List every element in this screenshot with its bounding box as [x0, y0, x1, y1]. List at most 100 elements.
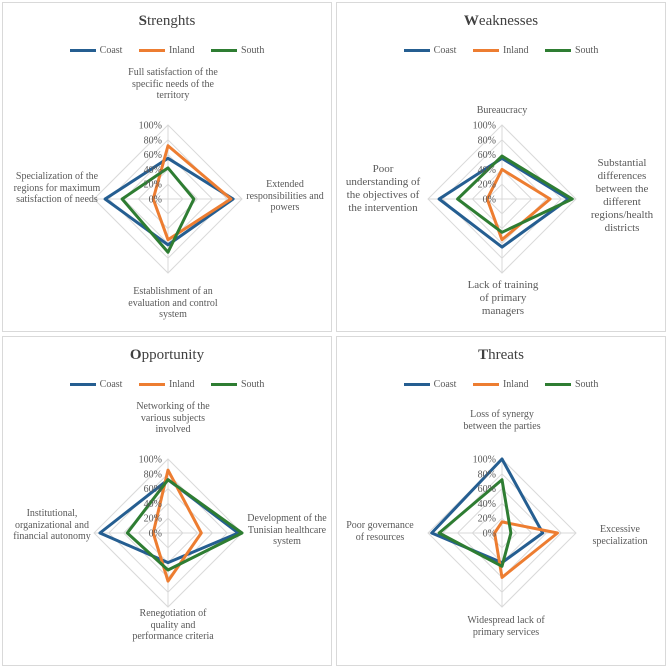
- legend-label: South: [240, 45, 265, 56]
- axis-label-top: Loss of synergy between the parties: [463, 409, 541, 432]
- tick-label: 40%: [478, 165, 496, 176]
- series-line-south: [437, 478, 513, 568]
- legend-item-inland: Inland: [472, 379, 529, 390]
- tick-label: 40%: [144, 499, 162, 510]
- legend-item-inland: Inland: [472, 45, 529, 56]
- series-line-south: [125, 478, 244, 572]
- series-line-south: [456, 154, 574, 234]
- legend-swatch-south: [210, 383, 237, 387]
- legend-swatch-inland: [472, 383, 499, 387]
- tick-label: 60%: [144, 484, 162, 495]
- axis-label-left: Specialization of the regions for maximu…: [13, 171, 101, 205]
- tick-label: 100%: [473, 455, 496, 466]
- tick-label: 100%: [139, 121, 162, 132]
- legend-swatch-coast: [69, 49, 96, 53]
- legend-label: Inland: [502, 379, 529, 390]
- tick-label: 20%: [144, 180, 162, 191]
- axis-label-top: Networking of the various subjects invol…: [136, 401, 210, 435]
- tick-label: 0%: [483, 195, 496, 206]
- legend-item-south: South: [544, 45, 599, 56]
- axis-label-right: Development of the Tunisian healthcare s…: [247, 513, 327, 547]
- tick-label: 20%: [144, 514, 162, 525]
- legend-label: Coast: [433, 379, 457, 390]
- legend-item-inland: Inland: [138, 379, 195, 390]
- chart-panel-weaknesses: 0% 20% 40% 60% 80% 100% Weaknesses Coast Inla…: [336, 2, 666, 332]
- tick-label: 60%: [478, 150, 496, 161]
- axis-label-right: Excessive specialization: [592, 524, 648, 547]
- axis-label-top: Bureaucracy: [476, 105, 528, 116]
- chart-panel-threats: 0% 20% 40% 60% 80% 100% Threats Coast Inland …: [336, 336, 666, 666]
- tick-label: 80%: [144, 135, 162, 146]
- tick-label: 60%: [144, 150, 162, 161]
- series-line-inland: [151, 144, 233, 242]
- series-line-south: [120, 166, 196, 254]
- series-line-coast: [103, 156, 235, 247]
- axis-label-bottom: Lack of training of primary managers: [467, 279, 539, 317]
- axis-label-right: Substantial differences between the diff…: [590, 157, 654, 234]
- legend-label: Inland: [168, 45, 195, 56]
- chart-title: Strenghts: [3, 13, 331, 30]
- radar-chart-weaknesses: 0% 20% 40% 60% 80% 100%: [427, 121, 577, 274]
- legend-swatch-inland: [138, 49, 165, 53]
- legend: Coast Inland South: [337, 379, 665, 390]
- legend-label: Coast: [99, 379, 123, 390]
- axis-label-left: Poor understanding of the objectives of …: [345, 163, 421, 214]
- legend-label: Inland: [168, 379, 195, 390]
- title-initial: O: [129, 347, 142, 363]
- legend-swatch-south: [544, 49, 571, 53]
- legend: Coast Inland South: [337, 45, 665, 56]
- legend: Coast Inland South: [3, 45, 331, 56]
- tick-label: 60%: [478, 484, 496, 495]
- title-rest: eaknesses: [478, 13, 539, 29]
- series-line-inland: [151, 468, 203, 583]
- legend-item-coast: Coast: [69, 45, 123, 56]
- tick-label: 40%: [144, 165, 162, 176]
- chart-title: Opportunity: [3, 347, 331, 364]
- axis-label-left: Poor governance of resources: [346, 520, 414, 543]
- chart-title: Threats: [337, 347, 665, 364]
- tick-label: 80%: [144, 469, 162, 480]
- radar-chart-opportunity: 0% 20% 40% 60% 80% 100%: [93, 455, 244, 608]
- series-line-inland: [493, 520, 559, 579]
- axis-label-bottom: Widespread lack of primary services: [467, 615, 545, 638]
- legend-item-south: South: [210, 45, 265, 56]
- axis-label-bottom: Renegotiation of quality and performance…: [132, 608, 214, 642]
- radar-chart-strengths: 0% 20% 40% 60% 80% 100%: [93, 121, 243, 274]
- legend-swatch-south: [544, 383, 571, 387]
- legend-label: Coast: [99, 45, 123, 56]
- legend-swatch-coast: [69, 383, 96, 387]
- tick-label: 80%: [478, 469, 496, 480]
- chart-title: Weaknesses: [337, 13, 665, 30]
- legend-label: Inland: [502, 45, 529, 56]
- series-line-inland: [485, 167, 552, 242]
- tick-label: 100%: [473, 121, 496, 132]
- series-line-coast: [437, 156, 571, 249]
- tick-label: 80%: [478, 135, 496, 146]
- legend-item-inland: Inland: [138, 45, 195, 56]
- legend-swatch-coast: [403, 383, 430, 387]
- legend-item-coast: Coast: [403, 45, 457, 56]
- tick-label: 0%: [149, 529, 162, 540]
- tick-label: 20%: [478, 180, 496, 191]
- title-rest: trenghts: [147, 13, 196, 29]
- legend-label: South: [574, 379, 599, 390]
- title-rest: hreats: [488, 347, 524, 363]
- radar-chart-threats: 0% 20% 40% 60% 80% 100%: [427, 455, 577, 608]
- legend-label: Coast: [433, 45, 457, 56]
- axis-label-top: Full satisfaction of the specific needs …: [128, 67, 218, 101]
- chart-panel-strengths: 0% 20% 40% 60% 80% 100% Strenghts Coast Inlan…: [2, 2, 332, 332]
- legend-swatch-south: [210, 49, 237, 53]
- axis-label-left: Institutional, organizational and financ…: [13, 508, 91, 542]
- legend-label: South: [574, 45, 599, 56]
- legend-swatch-inland: [138, 383, 165, 387]
- title-initial: W: [463, 13, 479, 29]
- legend-swatch-inland: [472, 49, 499, 53]
- tick-label: 0%: [483, 529, 496, 540]
- title-initial: T: [478, 347, 489, 363]
- tick-label: 40%: [478, 499, 496, 510]
- tick-label: 100%: [139, 455, 162, 466]
- tick-label: 20%: [478, 514, 496, 525]
- legend-label: South: [240, 379, 265, 390]
- tick-label: 0%: [149, 195, 162, 206]
- legend-item-south: South: [544, 379, 599, 390]
